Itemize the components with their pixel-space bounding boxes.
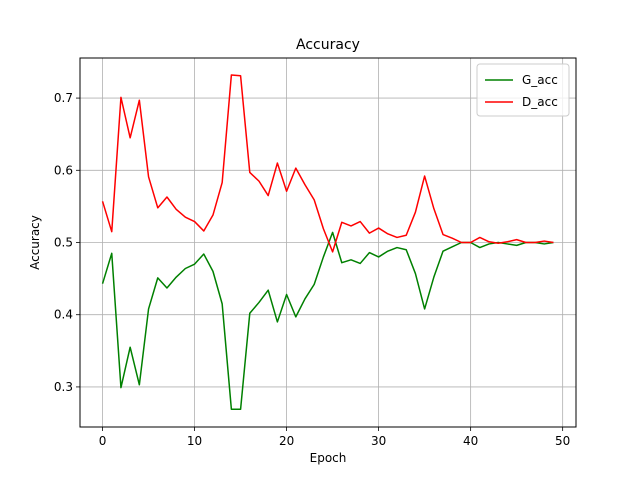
x-tick-label: 30 [371,434,386,448]
x-tick-label: 40 [463,434,478,448]
x-axis-label: Epoch [310,451,347,465]
y-tick-label: 0.6 [54,163,73,177]
series-line-d-acc [101,74,554,253]
legend: G_acc D_acc [476,63,570,117]
y-tick-label: 0.5 [54,236,73,250]
legend-box [476,63,570,117]
legend-label-g-acc: G_acc [522,73,558,87]
x-tick-label: 0 [99,434,107,448]
y-tick-label: 0.7 [54,91,73,105]
series-line-g-acc [101,231,554,411]
x-tick-label: 50 [555,434,570,448]
y-axis-label: Accuracy [28,215,42,270]
legend-label-d-acc: D_acc [522,95,558,109]
chart-title: Accuracy [296,37,360,53]
x-tick-label: 10 [187,434,202,448]
axis-ticks: 0 10 20 30 40 50 0.3 0.4 0.5 0.6 0.7 [54,91,570,448]
y-tick-label: 0.3 [54,380,73,394]
y-tick-label: 0.4 [54,308,73,322]
plot-series [101,74,554,411]
x-tick-label: 20 [279,434,294,448]
